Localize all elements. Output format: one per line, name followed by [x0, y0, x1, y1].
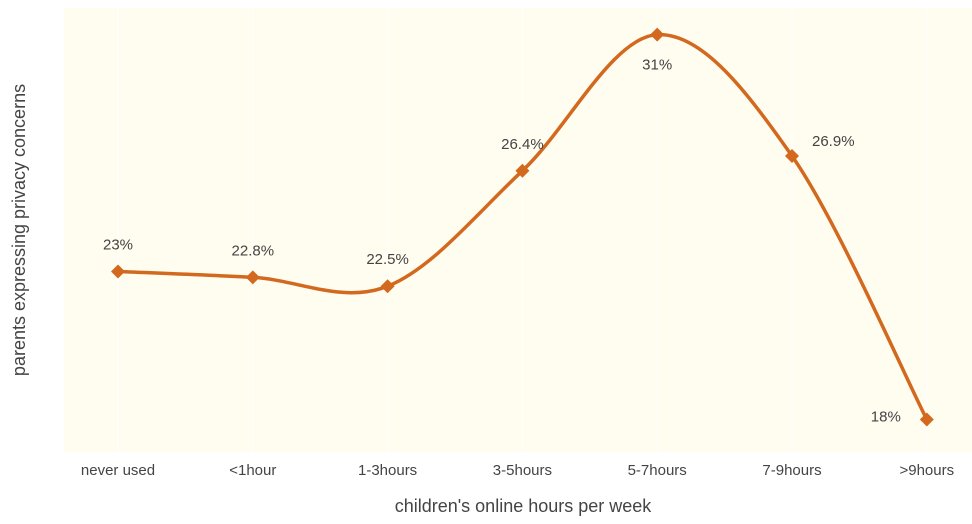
- data-label: 31%: [642, 57, 672, 74]
- data-label: 22.8%: [232, 242, 275, 259]
- plot-area: [64, 8, 972, 452]
- marker: [650, 27, 665, 42]
- line: [117, 32, 929, 421]
- marker: [515, 163, 530, 178]
- data-label: 22.5%: [366, 251, 409, 268]
- x-tick-label: never used: [81, 462, 155, 479]
- data-label: 23%: [103, 236, 133, 253]
- data-label: 26.4%: [501, 136, 544, 153]
- x-tick-label: 5-7hours: [628, 462, 687, 479]
- y-axis-title: parents expressing privacy concerns: [9, 84, 29, 376]
- marker: [785, 149, 799, 163]
- marker: [111, 264, 125, 279]
- x-tick-label: 3-5hours: [493, 462, 552, 479]
- x-tick-label: <1hour: [229, 462, 276, 479]
- x-tick-label: 7-9hours: [762, 462, 821, 479]
- data-label: 18%: [871, 408, 901, 425]
- marker: [380, 279, 395, 294]
- x-tick-label: 1-3hours: [358, 462, 417, 479]
- data-label: 26.9%: [812, 133, 855, 150]
- x-tick-label: >9hours: [899, 462, 954, 479]
- marker: [919, 412, 934, 427]
- marker: [245, 270, 260, 285]
- x-axis-title: children's online hours per week: [395, 496, 653, 516]
